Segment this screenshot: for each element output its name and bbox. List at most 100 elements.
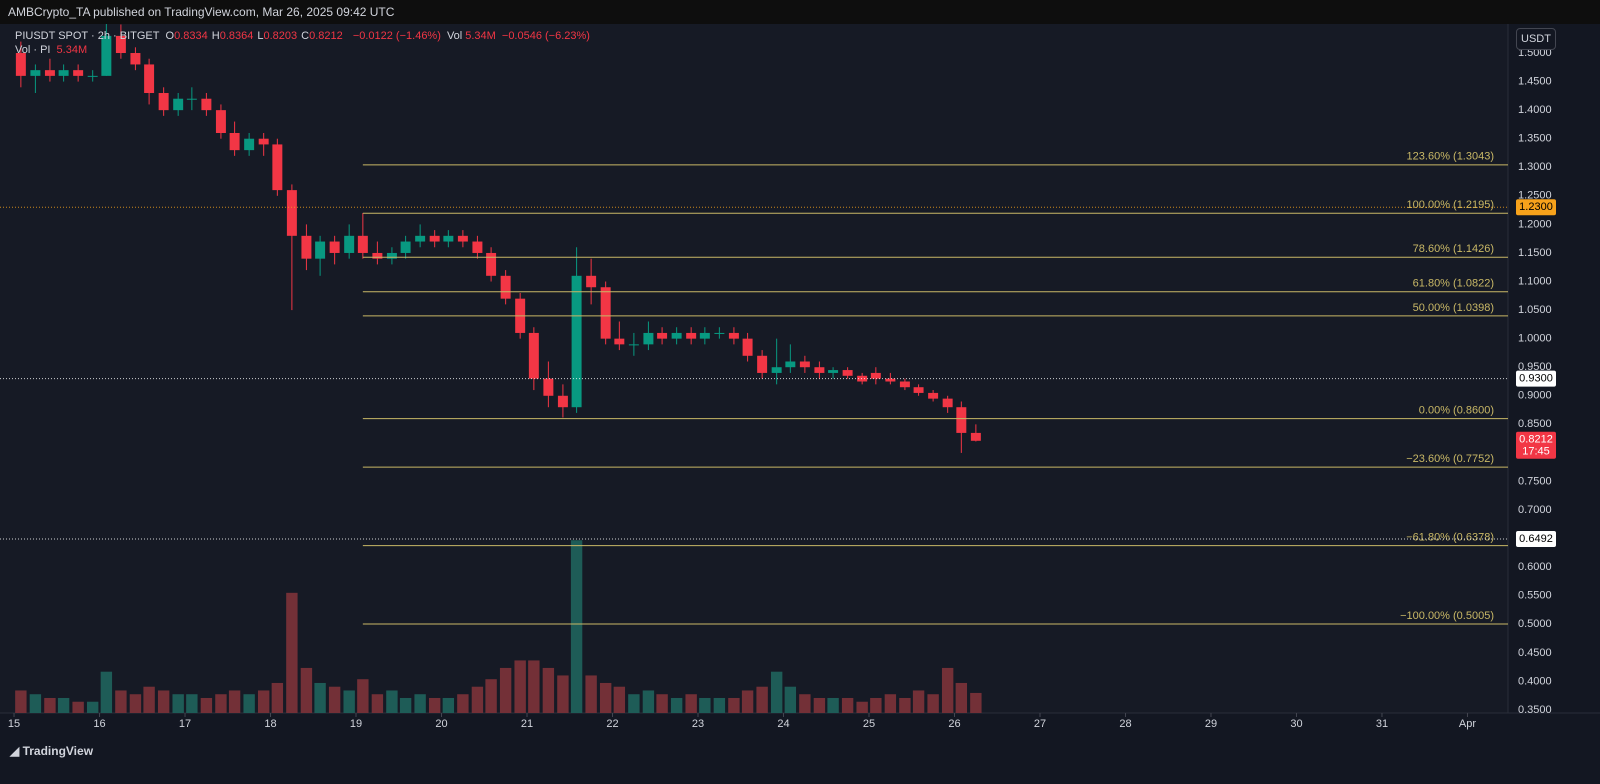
volume-bar xyxy=(713,697,726,713)
publisher-bar: AMBCrypto_TA published on TradingView.co… xyxy=(0,0,1600,24)
volume-bar xyxy=(699,697,711,713)
candle-body xyxy=(272,144,283,191)
candle-body xyxy=(586,275,597,288)
currency-button[interactable]: USDT xyxy=(1516,28,1556,50)
volume-bar xyxy=(399,697,412,713)
candle-body xyxy=(528,332,539,379)
candle-body xyxy=(30,70,41,76)
candle-body xyxy=(657,332,668,339)
x-tick-label: 25 xyxy=(863,718,875,730)
volume-bar xyxy=(528,660,540,713)
x-tick-label: 30 xyxy=(1290,718,1302,730)
candle-body xyxy=(557,395,568,408)
fib-label: 100.00% (1.2195) xyxy=(1407,199,1494,211)
volume-bar xyxy=(143,686,155,713)
price-label: 0.9300 xyxy=(1519,373,1553,385)
volume-bar xyxy=(955,682,968,713)
candle-body xyxy=(899,381,910,388)
candle-body xyxy=(73,70,84,76)
candle-body xyxy=(258,138,269,145)
candle-body xyxy=(15,53,26,76)
candle-body xyxy=(742,338,753,356)
candle-body xyxy=(614,338,625,345)
fib-label: −100.00% (0.5005) xyxy=(1400,610,1494,622)
volume-bar xyxy=(784,686,797,713)
volume-bar xyxy=(157,690,170,713)
candle-body xyxy=(457,235,468,242)
fib-label: −23.60% (0.7752) xyxy=(1406,453,1494,465)
candle-body xyxy=(87,75,98,77)
candle-body xyxy=(699,332,710,339)
ohlc-value: 0.8364 xyxy=(219,30,254,42)
y-tick-label: 0.7000 xyxy=(1518,504,1552,516)
candle-body xyxy=(215,110,226,133)
volume-bar xyxy=(371,694,384,713)
candle-body xyxy=(229,132,240,151)
volume-bar xyxy=(628,694,640,713)
volume-bar xyxy=(215,694,227,713)
candle-body xyxy=(286,190,297,236)
y-tick-label: 1.1000 xyxy=(1518,275,1552,287)
y-tick-label: 1.1500 xyxy=(1518,247,1552,259)
volume-bar xyxy=(499,667,512,713)
volume-bar xyxy=(300,667,313,713)
volume-bar xyxy=(728,697,740,713)
candle-body xyxy=(628,344,639,346)
volume-bar xyxy=(585,675,597,713)
volume-bar xyxy=(228,690,241,713)
volume-bar xyxy=(29,694,42,713)
vol-change: −0.0546 (−6.23%) xyxy=(501,30,590,42)
candle-body xyxy=(857,375,868,382)
x-tick-label: 28 xyxy=(1119,718,1131,730)
fib-label: 61.80% (1.0822) xyxy=(1413,278,1494,290)
ohlc-value: 0.8203 xyxy=(263,30,298,42)
candle-body xyxy=(244,138,255,151)
volume-bar xyxy=(670,697,683,713)
volume-bar xyxy=(129,694,142,713)
candle-body xyxy=(415,235,426,242)
volume-bar xyxy=(884,694,897,713)
volume-bar xyxy=(357,679,369,713)
indicator[interactable]: Vol · PI xyxy=(15,44,51,56)
volume-bar xyxy=(328,686,341,713)
candle-body xyxy=(785,361,796,368)
legend: PIUSDT SPOT · 2h · BITGET O0.8334 H0.8364… xyxy=(15,29,593,57)
volume-bar xyxy=(115,690,127,713)
y-tick-label: 1.4500 xyxy=(1518,75,1552,87)
y-tick-label: 0.6000 xyxy=(1518,561,1552,573)
volume-bar xyxy=(741,690,754,713)
y-tick-label: 0.5500 xyxy=(1518,590,1552,602)
volume-bar xyxy=(100,671,113,713)
ohlc: O0.8334 H0.8364 L0.8203 C0.8212 xyxy=(166,30,347,42)
price-label: 0.6492 xyxy=(1519,533,1553,545)
ohlc-value: 0.8334 xyxy=(174,30,208,42)
y-tick-label: 1.2000 xyxy=(1518,218,1552,230)
ohlc-key: L xyxy=(257,30,264,42)
volume-bar xyxy=(44,697,56,713)
x-tick-label: 22 xyxy=(606,718,618,730)
price-label: 1.2300 xyxy=(1519,201,1553,213)
ohlc-key: O xyxy=(165,30,175,42)
volume-bar xyxy=(172,694,184,713)
x-tick-label: Apr xyxy=(1459,718,1476,730)
fib-label: 123.60% (1.3043) xyxy=(1407,151,1494,163)
y-tick-label: 1.2500 xyxy=(1518,190,1552,202)
volume-bar xyxy=(656,694,668,713)
vol-key: Vol xyxy=(446,30,463,42)
candle-body xyxy=(728,332,739,339)
x-tick-label: 17 xyxy=(179,718,191,730)
symbol[interactable]: PIUSDT SPOT · 2h · BITGET xyxy=(15,30,160,42)
candle-body xyxy=(870,372,881,379)
candle-body xyxy=(686,332,697,339)
fib-label: 0.00% (0.8600) xyxy=(1419,405,1494,417)
y-tick-label: 0.4500 xyxy=(1518,647,1552,659)
volume-bar xyxy=(899,697,911,713)
volume-bar xyxy=(471,686,484,713)
candle-body xyxy=(130,53,141,65)
candle-body xyxy=(443,235,454,242)
x-tick-label: 16 xyxy=(93,718,105,730)
volume-bar xyxy=(642,690,655,713)
volume-bar xyxy=(485,679,497,713)
volume-bar xyxy=(841,697,854,713)
